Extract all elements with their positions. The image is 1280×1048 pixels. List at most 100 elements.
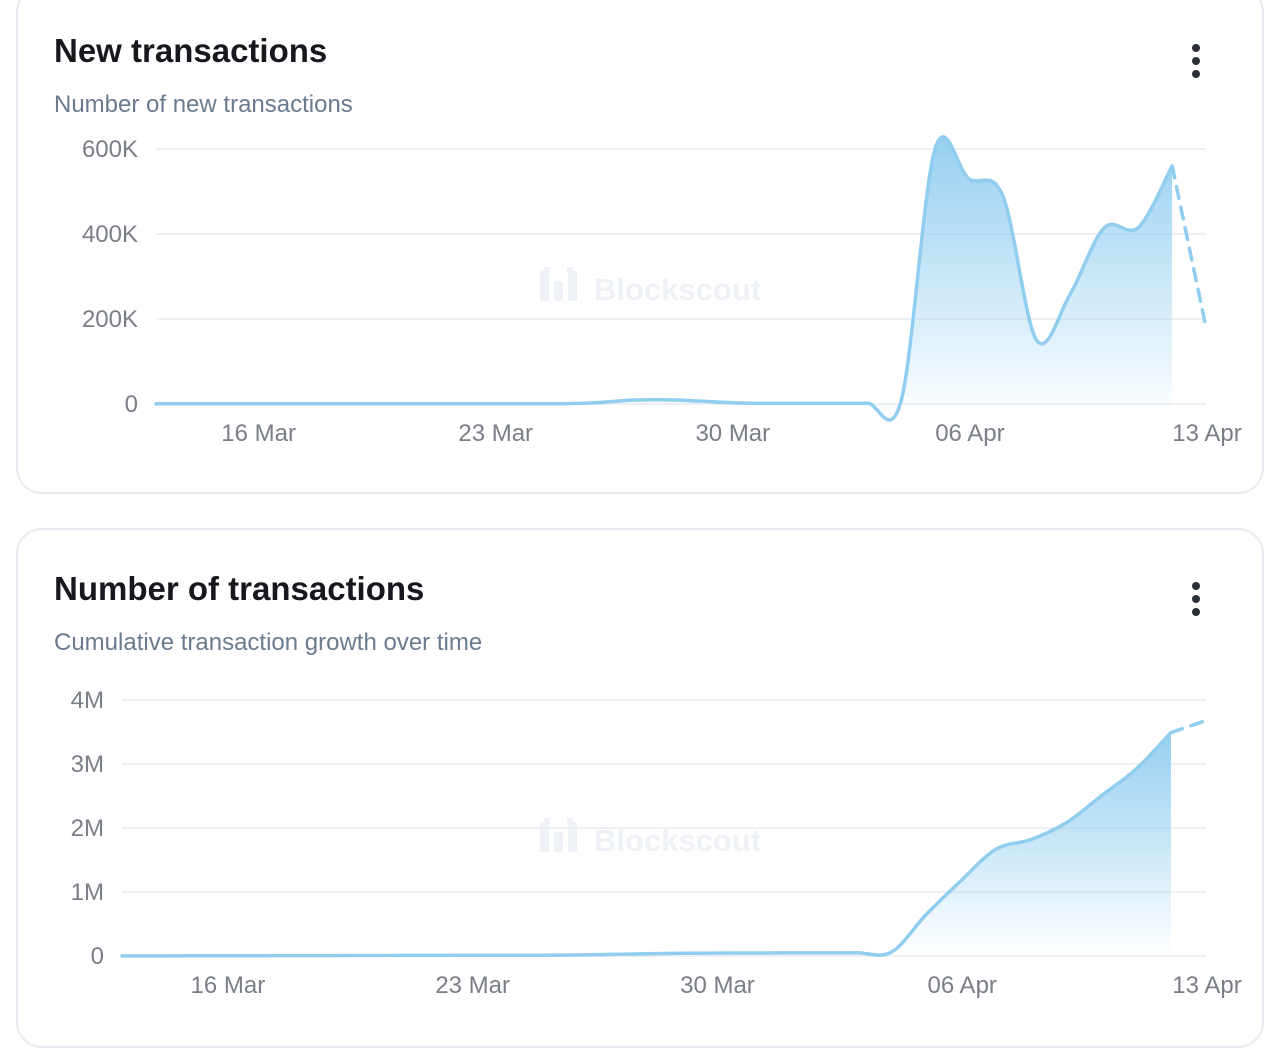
data-point xyxy=(322,401,328,407)
data-point xyxy=(1135,225,1141,231)
data-point xyxy=(424,401,430,407)
data-point xyxy=(189,953,195,959)
watermark-text: Blockscout xyxy=(594,272,761,307)
data-point xyxy=(255,401,261,407)
blockscout-watermark: Blockscout xyxy=(540,818,761,858)
data-point xyxy=(763,400,769,406)
data-point xyxy=(1203,325,1209,331)
y-tick-label: 400K xyxy=(82,221,138,248)
data-point xyxy=(469,952,475,958)
y-tick-label: 4M xyxy=(71,687,104,714)
data-point xyxy=(1168,730,1174,736)
more-vertical-icon[interactable] xyxy=(1184,42,1208,82)
data-point xyxy=(966,176,972,182)
data-point xyxy=(932,146,938,152)
data-point xyxy=(492,401,498,407)
data-point xyxy=(458,401,464,407)
data-point xyxy=(797,400,803,406)
data-point xyxy=(853,950,859,956)
data-point xyxy=(661,397,667,403)
data-point xyxy=(888,949,894,955)
series-area xyxy=(122,732,1171,956)
data-point xyxy=(1034,337,1040,343)
y-tick-label: 3M xyxy=(71,751,104,778)
data-point xyxy=(399,952,405,958)
data-point xyxy=(390,401,396,407)
data-point xyxy=(713,950,719,956)
chart-title: New transactions xyxy=(54,32,328,69)
x-tick-label: 06 Apr xyxy=(935,420,1004,447)
data-point xyxy=(153,401,159,407)
data-point xyxy=(1133,766,1139,772)
data-point xyxy=(729,400,735,406)
x-tick-label: 13 Apr xyxy=(1172,972,1241,999)
y-tick-label: 600K xyxy=(82,136,138,163)
x-tick-label: 06 Apr xyxy=(928,972,997,999)
chart-title: Number of transactions xyxy=(54,570,425,607)
data-point xyxy=(259,953,265,959)
data-point xyxy=(1063,820,1069,826)
y-tick-label: 1M xyxy=(71,879,104,906)
blockscout-watermark: Blockscout xyxy=(540,267,761,307)
data-point xyxy=(356,401,362,407)
series-partial-line xyxy=(1169,718,1208,735)
data-point xyxy=(1028,837,1034,843)
data-point xyxy=(644,951,650,957)
data-point xyxy=(294,953,300,959)
x-tick-label: 16 Mar xyxy=(191,972,266,999)
data-point xyxy=(818,950,824,956)
watermark-text: Blockscout xyxy=(594,823,761,858)
data-point xyxy=(830,400,836,406)
y-tick-label: 0 xyxy=(91,943,104,970)
new-transactions-chart: Blockscout 600K 400K 200K 0 16 Mar 23 Mar 30 Ma… xyxy=(82,135,1242,447)
data-point xyxy=(1000,193,1006,199)
x-tick-label: 23 Mar xyxy=(435,972,510,999)
y-tick-label: 200K xyxy=(82,306,138,333)
x-tick-label: 30 Mar xyxy=(680,972,755,999)
data-point xyxy=(1169,163,1175,169)
series-area xyxy=(156,136,1173,421)
y-tick-label: 0 xyxy=(125,391,138,418)
series-line xyxy=(120,730,1173,958)
data-point xyxy=(1068,291,1074,297)
chart-subtitle: Cumulative transaction growth over time xyxy=(54,629,483,656)
x-tick-label: 30 Mar xyxy=(695,420,770,447)
data-point xyxy=(574,952,580,958)
x-tick-label: 13 Apr xyxy=(1172,420,1241,447)
data-point xyxy=(1101,225,1107,231)
data-point xyxy=(627,397,633,403)
data-point xyxy=(504,952,510,958)
series-partial-line xyxy=(1170,164,1208,330)
data-point xyxy=(958,877,964,883)
number-of-transactions-chart: Blockscout 4M 3M 2M 1M 0 16 Mar 23 Mar 30 Mar 06 … xyxy=(71,687,1242,999)
data-point xyxy=(593,400,599,406)
data-point xyxy=(221,401,227,407)
data-point xyxy=(119,953,125,959)
y-tick-label: 2M xyxy=(71,815,104,842)
more-vertical-icon[interactable] xyxy=(1184,580,1208,620)
new-transactions-card: New transactions Number of new transacti… xyxy=(16,0,1264,494)
data-point xyxy=(329,953,335,959)
data-point xyxy=(993,846,999,852)
data-point xyxy=(288,401,294,407)
data-point xyxy=(224,953,230,959)
data-point xyxy=(434,952,440,958)
data-point xyxy=(898,398,904,404)
data-point xyxy=(923,911,929,917)
data-point xyxy=(695,398,701,404)
data-point xyxy=(748,950,754,956)
chart-subtitle: Number of new transactions xyxy=(54,91,353,118)
data-point xyxy=(678,950,684,956)
data-point xyxy=(783,950,789,956)
x-tick-label: 23 Mar xyxy=(458,420,533,447)
data-point xyxy=(1203,717,1209,723)
data-point xyxy=(154,953,160,959)
data-point xyxy=(539,952,545,958)
x-tick-label: 16 Mar xyxy=(221,420,296,447)
series-line xyxy=(154,135,1174,422)
data-point xyxy=(526,401,532,407)
data-point xyxy=(364,952,370,958)
data-point xyxy=(1098,793,1104,799)
data-point xyxy=(559,401,565,407)
number-of-transactions-card: Number of transactions Cumulative transa… xyxy=(16,528,1264,1048)
